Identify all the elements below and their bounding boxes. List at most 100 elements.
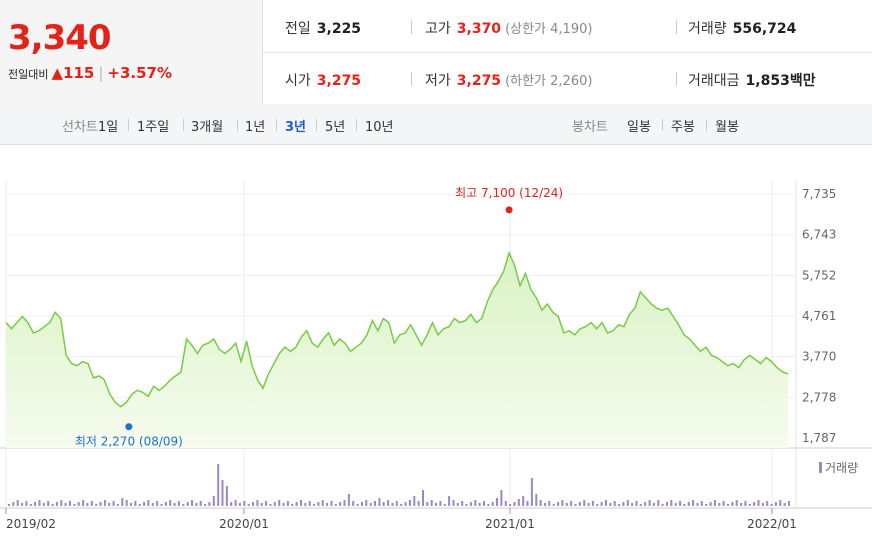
volume-bar (77, 502, 80, 506)
volume-legend-swatch (819, 462, 822, 473)
volume-bar (452, 500, 455, 506)
candle-weekly[interactable]: 주봉 (671, 120, 695, 135)
volume-bar (182, 504, 185, 506)
stat-trade-value: 거래대금 1,853백만 (688, 70, 816, 90)
x-tick-label: 2021/01 (485, 517, 535, 531)
volume-bar (69, 501, 71, 506)
volume-bar (683, 504, 686, 506)
volume-bar (334, 504, 337, 506)
volume-bar (557, 502, 560, 506)
volume-bar (82, 500, 85, 506)
volume-bar (565, 503, 568, 506)
volume-bar (605, 500, 607, 506)
volume-bar (788, 501, 790, 506)
volume-bar (234, 500, 237, 506)
volume-bar (692, 500, 695, 506)
volume-bar (147, 500, 150, 506)
volume-bar (735, 500, 738, 506)
volume-bar (517, 499, 520, 506)
volume-bar (426, 502, 429, 506)
x-axis: 2019/02 2020/01 2021/01 2022/01 (5, 508, 797, 531)
price-chart[interactable]: 7,735 6,743 5,752 4,761 3,770 2,778 1,787 최고 7… (0, 150, 872, 538)
volume-bar (500, 490, 503, 506)
up-arrow-icon: ▲ (51, 64, 64, 82)
range-divider (316, 119, 317, 131)
volume-bar (247, 504, 250, 506)
volume-bar (25, 501, 28, 506)
volume-bar (622, 502, 625, 506)
range-5y[interactable]: 5년 (325, 120, 346, 135)
volume-bar (783, 503, 786, 506)
volume-bar (64, 503, 67, 506)
stat-open: 시가 3,275 (285, 70, 361, 90)
volume-bar (230, 502, 233, 506)
volume-bar (753, 502, 756, 506)
stat-row-2: 시가 3,275 저가 3,275 (하한가 2,260) 거래대금 1,853백만 (263, 52, 872, 104)
volume-bar (391, 503, 394, 506)
volume-bar (317, 502, 320, 506)
volume-bar (596, 504, 599, 506)
volume-bar (186, 502, 189, 506)
stat-label: 시가 (285, 73, 311, 89)
range-3y[interactable]: 3년 (285, 120, 307, 135)
range-divider (183, 119, 184, 131)
range-10y[interactable]: 10년 (365, 120, 394, 135)
volume-bar (639, 504, 642, 506)
change-rate: +3.57% (107, 64, 173, 82)
volume-bar (766, 501, 769, 506)
volume-bar (661, 504, 664, 506)
volume-bar (413, 496, 416, 506)
stat-sub: (하한가 2,260) (505, 74, 593, 89)
volume-bar (313, 504, 315, 506)
range-1y[interactable]: 1년 (245, 120, 266, 135)
volume-bar (195, 503, 198, 506)
volume-bar (552, 504, 555, 506)
volume-bar (774, 502, 777, 506)
volume-bar (478, 503, 481, 506)
volume-bar (770, 504, 773, 506)
volume-bar (705, 504, 708, 506)
chart-range-bar: 선차트 1일 1주일 3개월 1년 3년 5년 10년 봉차트 일봉 주봉 월봉 (0, 104, 872, 145)
volume-bar (361, 502, 363, 506)
volume-bar (574, 504, 577, 506)
y-tick-label: 7,735 (802, 187, 836, 201)
volume-bar (208, 502, 211, 506)
volume-bar (304, 503, 307, 506)
volume-bar (522, 496, 525, 506)
volume-bar (8, 504, 10, 506)
volume-bar (709, 502, 712, 506)
range-divider (128, 119, 129, 131)
change-label: 전일대비 (8, 68, 49, 81)
volume-bar (578, 502, 581, 506)
range-1w[interactable]: 1주일 (137, 120, 170, 135)
candle-chart-label: 봉차트 (572, 120, 608, 135)
volume-bar (103, 500, 106, 506)
volume-bar (748, 504, 751, 506)
volume-bar (548, 501, 551, 506)
volume-bar (164, 502, 167, 506)
volume-bar (286, 501, 289, 506)
volume-bar (330, 501, 333, 506)
volume-bar (169, 500, 172, 506)
volume-bar (51, 504, 54, 506)
y-tick-label: 5,752 (802, 268, 836, 282)
range-3m[interactable]: 3개월 (191, 120, 224, 135)
volume-bar (347, 494, 350, 506)
candle-monthly[interactable]: 월봉 (715, 120, 739, 135)
stat-sub: (상한가 4,190) (505, 22, 593, 37)
current-price: 3,340 (8, 18, 112, 58)
volume-bar (343, 500, 346, 506)
volume-bar (374, 501, 376, 506)
volume-bar (496, 498, 498, 506)
volume-bar (177, 501, 180, 506)
volume-bar (674, 503, 677, 506)
volume-bar (308, 501, 311, 506)
volume-bar (679, 501, 682, 506)
volume-bar (648, 500, 651, 506)
range-1d[interactable]: 1일 (98, 120, 119, 135)
volume-bar (99, 502, 102, 506)
candle-daily[interactable]: 일봉 (627, 120, 651, 135)
volume-bar (273, 502, 276, 506)
volume-bar (626, 500, 629, 506)
volume-bar (243, 501, 246, 506)
